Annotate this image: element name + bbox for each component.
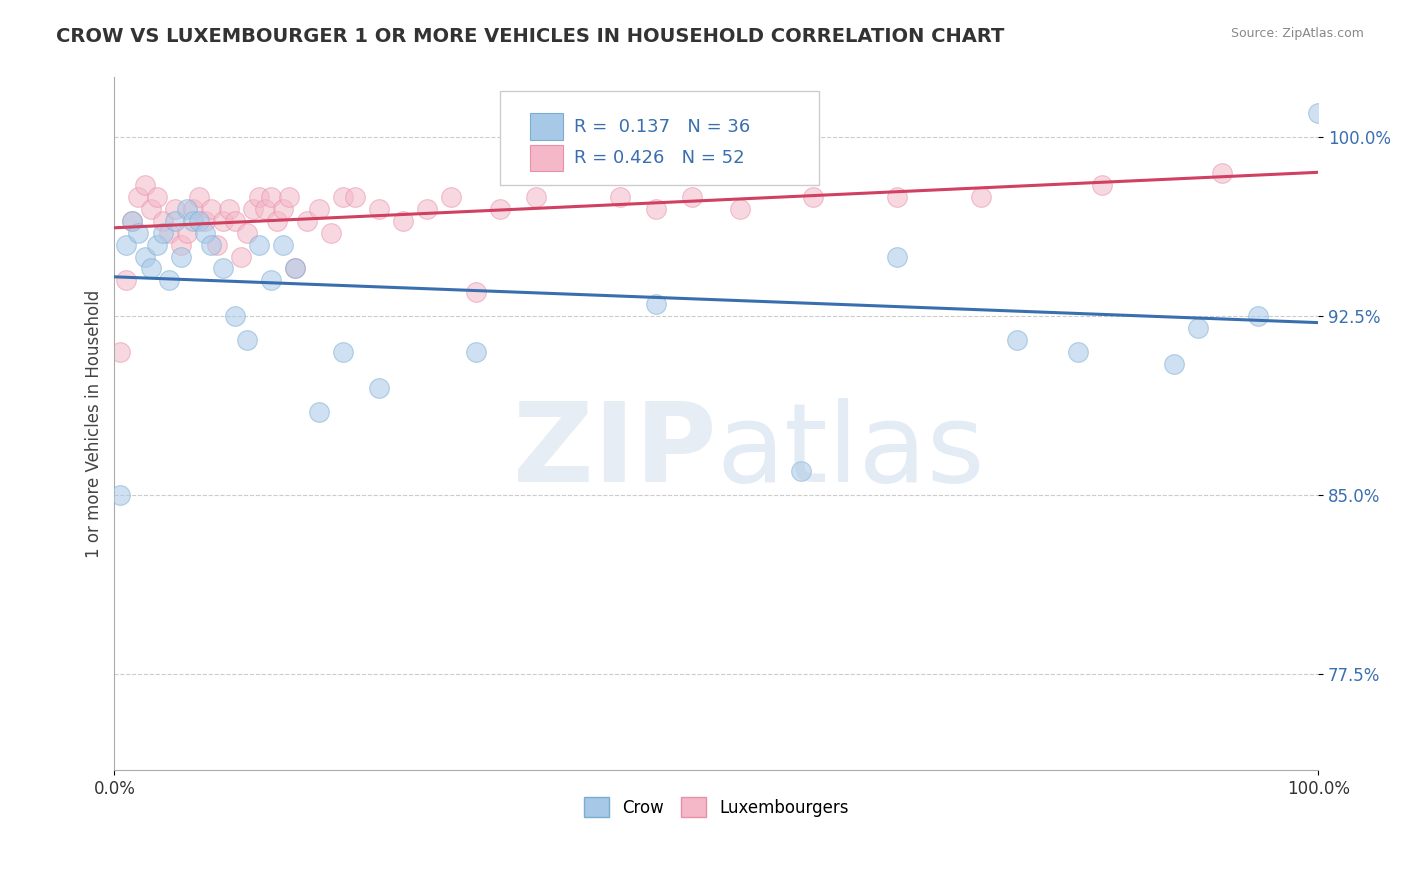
Point bbox=[200, 237, 222, 252]
Point bbox=[1187, 321, 1209, 335]
Point bbox=[163, 202, 186, 216]
Text: atlas: atlas bbox=[716, 398, 984, 505]
Point bbox=[205, 237, 228, 252]
Point bbox=[970, 190, 993, 204]
Point bbox=[789, 465, 811, 479]
Point bbox=[260, 190, 283, 204]
Point bbox=[145, 190, 167, 204]
Point bbox=[332, 190, 354, 204]
Point bbox=[271, 237, 294, 252]
Point bbox=[236, 333, 259, 347]
Point bbox=[1007, 333, 1029, 347]
Point bbox=[121, 213, 143, 227]
Point bbox=[224, 310, 246, 324]
Point bbox=[139, 261, 162, 276]
Point bbox=[1308, 106, 1330, 120]
Point bbox=[127, 226, 149, 240]
Point bbox=[127, 190, 149, 204]
Point bbox=[169, 237, 191, 252]
Point bbox=[368, 381, 391, 395]
Point bbox=[561, 166, 583, 180]
Point bbox=[194, 226, 217, 240]
Point bbox=[645, 297, 668, 311]
Point bbox=[1211, 166, 1233, 180]
Point bbox=[344, 190, 367, 204]
Point bbox=[181, 202, 204, 216]
Bar bbox=[530, 113, 564, 140]
Point bbox=[110, 488, 132, 502]
Point bbox=[609, 190, 631, 204]
Point bbox=[332, 345, 354, 359]
Text: R =  0.137   N = 36: R = 0.137 N = 36 bbox=[574, 118, 751, 136]
Point bbox=[224, 213, 246, 227]
Y-axis label: 1 or more Vehicles in Household: 1 or more Vehicles in Household bbox=[86, 290, 103, 558]
Point bbox=[308, 405, 330, 419]
Point bbox=[886, 190, 908, 204]
Point bbox=[266, 213, 288, 227]
Point bbox=[211, 261, 233, 276]
Point bbox=[295, 213, 318, 227]
Point bbox=[886, 250, 908, 264]
Point bbox=[145, 237, 167, 252]
Point bbox=[284, 261, 307, 276]
Point bbox=[176, 226, 198, 240]
Point bbox=[110, 345, 132, 359]
Point bbox=[464, 345, 486, 359]
Point bbox=[368, 202, 391, 216]
Point bbox=[134, 250, 156, 264]
Point bbox=[253, 202, 276, 216]
Point bbox=[236, 226, 259, 240]
Point bbox=[464, 285, 486, 300]
Point bbox=[1163, 357, 1185, 371]
FancyBboxPatch shape bbox=[499, 91, 818, 185]
Point bbox=[284, 261, 307, 276]
Point bbox=[247, 237, 270, 252]
Point bbox=[152, 213, 174, 227]
Text: ZIP: ZIP bbox=[513, 398, 716, 505]
Point bbox=[115, 273, 138, 287]
Point bbox=[416, 202, 439, 216]
Point bbox=[271, 202, 294, 216]
Point bbox=[187, 213, 209, 227]
Point bbox=[440, 190, 463, 204]
Point bbox=[181, 213, 204, 227]
Point bbox=[194, 213, 217, 227]
Point bbox=[134, 178, 156, 192]
Point bbox=[1066, 345, 1088, 359]
Text: CROW VS LUXEMBOURGER 1 OR MORE VEHICLES IN HOUSEHOLD CORRELATION CHART: CROW VS LUXEMBOURGER 1 OR MORE VEHICLES … bbox=[56, 27, 1005, 45]
Point bbox=[200, 202, 222, 216]
Point bbox=[308, 202, 330, 216]
Point bbox=[801, 190, 824, 204]
Point bbox=[392, 213, 415, 227]
Point bbox=[319, 226, 342, 240]
Point bbox=[163, 213, 186, 227]
Point bbox=[176, 202, 198, 216]
Point bbox=[218, 202, 240, 216]
Point bbox=[157, 273, 180, 287]
Point bbox=[278, 190, 301, 204]
Point bbox=[157, 226, 180, 240]
Point bbox=[139, 202, 162, 216]
Point bbox=[1247, 310, 1270, 324]
Point bbox=[121, 213, 143, 227]
Point bbox=[115, 237, 138, 252]
Point bbox=[247, 190, 270, 204]
Point bbox=[645, 202, 668, 216]
Point bbox=[681, 190, 703, 204]
Point bbox=[260, 273, 283, 287]
Point bbox=[169, 250, 191, 264]
Point bbox=[211, 213, 233, 227]
Point bbox=[730, 202, 752, 216]
Point bbox=[242, 202, 264, 216]
Text: Source: ZipAtlas.com: Source: ZipAtlas.com bbox=[1230, 27, 1364, 40]
Point bbox=[187, 190, 209, 204]
Point bbox=[524, 190, 547, 204]
Bar bbox=[530, 145, 564, 171]
Point bbox=[229, 250, 252, 264]
Legend: Crow, Luxembourgers: Crow, Luxembourgers bbox=[578, 790, 855, 824]
Point bbox=[1090, 178, 1112, 192]
Point bbox=[488, 202, 510, 216]
Point bbox=[152, 226, 174, 240]
Text: R = 0.426   N = 52: R = 0.426 N = 52 bbox=[574, 149, 745, 167]
